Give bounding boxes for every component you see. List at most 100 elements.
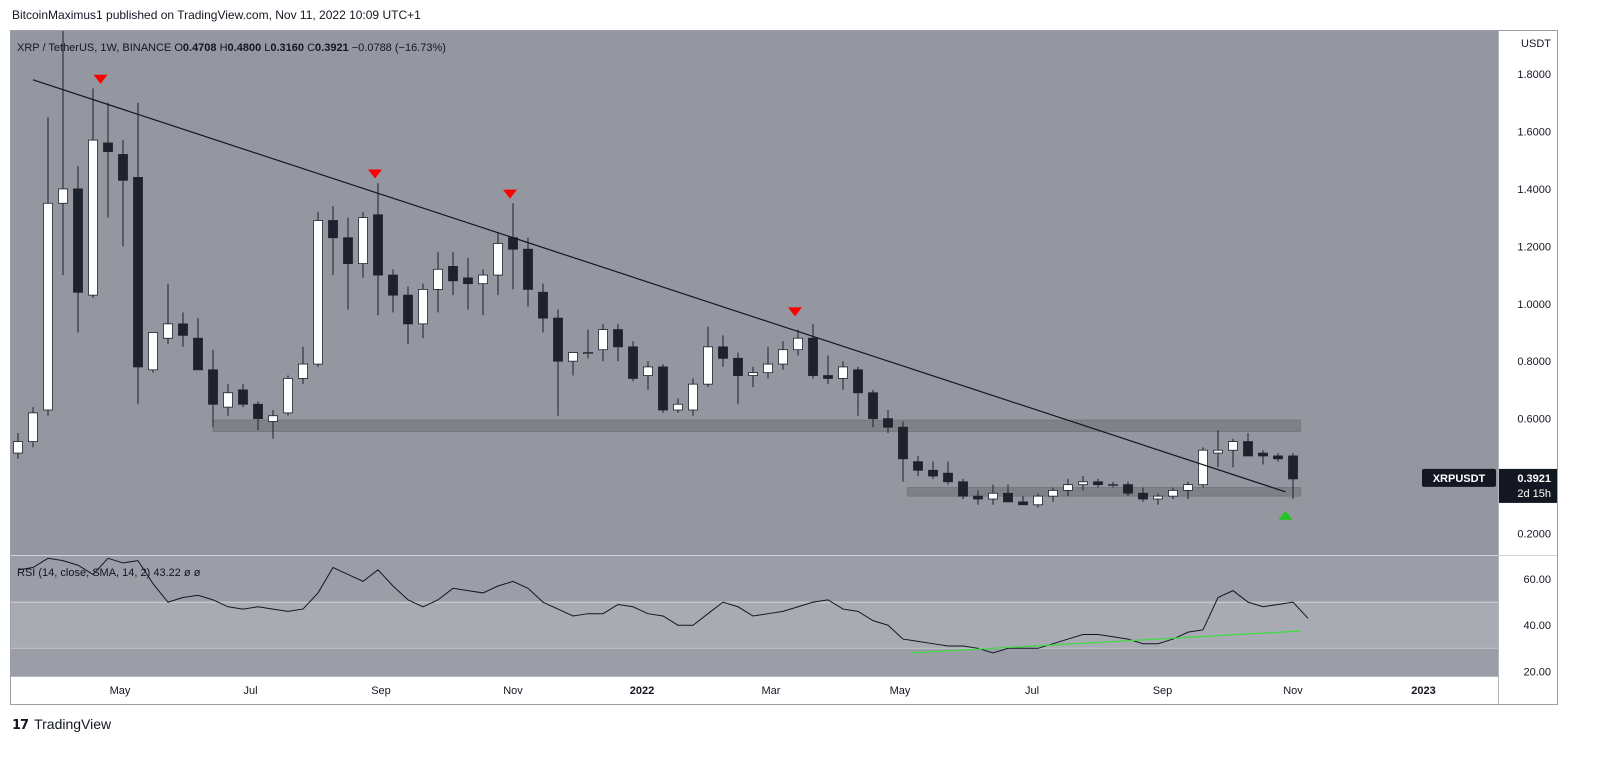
candle — [1228, 441, 1238, 451]
price-tick-label: 1.8000 — [1517, 69, 1551, 81]
candle — [403, 294, 413, 325]
candle — [598, 329, 608, 351]
tradingview-logo[interactable]: 17 TradingView — [12, 716, 111, 733]
candle — [943, 472, 953, 483]
candle — [703, 346, 713, 385]
candle — [1183, 484, 1193, 491]
candle — [553, 317, 563, 362]
price-axis — [1498, 31, 1557, 704]
candle — [1138, 492, 1148, 500]
candle — [103, 142, 113, 152]
candle — [208, 369, 218, 405]
candle — [253, 403, 263, 420]
support-zone-1 — [907, 487, 1301, 497]
candle — [1288, 455, 1298, 480]
candle — [328, 220, 338, 239]
rsi-tick-label: 60.00 — [1523, 574, 1551, 586]
candle — [193, 337, 203, 371]
rsi-tick-label: 40.00 — [1523, 620, 1551, 632]
candle — [28, 412, 38, 442]
candle — [388, 274, 398, 296]
candle — [433, 268, 443, 290]
candle — [1123, 484, 1133, 494]
candle — [73, 188, 83, 293]
legend-part: XRP / TetherUS, 1W, BINANCE — [17, 42, 174, 54]
price-legend: XRP / TetherUS, 1W, BINANCE O0.4708 H0.4… — [17, 42, 446, 54]
candle — [913, 461, 923, 471]
candle — [88, 139, 98, 296]
price-tick-label: 1.6000 — [1517, 126, 1551, 138]
time-tick-label: Jul — [1025, 685, 1039, 697]
price-pane — [11, 31, 1498, 555]
candle — [13, 441, 23, 454]
candle — [613, 329, 623, 348]
sell-marker-icon — [93, 74, 108, 84]
price-tag — [1499, 468, 1557, 503]
currency-label: USDT — [1521, 38, 1551, 50]
rsi-trendline — [910, 630, 1301, 654]
candle — [973, 495, 983, 500]
sell-marker-icon — [503, 189, 517, 199]
candle — [1033, 495, 1043, 506]
candle — [778, 349, 788, 365]
candle — [1198, 449, 1208, 486]
legend-part: L — [264, 42, 270, 54]
time-tick-label: Mar — [762, 685, 781, 697]
time-tick-label: Jul — [243, 685, 257, 697]
legend-part: 0.3921 — [315, 42, 352, 54]
descending-trendline — [32, 79, 1286, 493]
candle — [1243, 441, 1253, 457]
candle — [523, 248, 533, 290]
price-tick-label: 1.2000 — [1517, 241, 1551, 253]
candle — [343, 237, 353, 264]
candle — [478, 274, 488, 285]
candle — [1093, 481, 1103, 486]
candle — [1078, 481, 1088, 486]
tradingview-mark-icon: 17 — [12, 718, 29, 733]
candle — [463, 277, 473, 285]
candle — [178, 323, 188, 336]
candle — [733, 357, 743, 376]
symbol-tag — [1422, 468, 1496, 487]
candle — [808, 337, 818, 376]
candle — [1048, 489, 1058, 497]
candle — [313, 220, 323, 365]
candle — [898, 426, 908, 460]
candle — [508, 237, 518, 250]
candle — [793, 337, 803, 351]
candle — [1153, 495, 1163, 500]
candle — [1003, 492, 1013, 503]
candle — [1168, 489, 1178, 497]
legend-part: 0.4800 — [228, 42, 265, 54]
time-axis — [11, 676, 1498, 704]
candle — [643, 366, 653, 376]
candle — [298, 363, 308, 379]
candle — [418, 289, 428, 325]
candle — [1063, 484, 1073, 491]
candle — [868, 392, 878, 420]
candle — [583, 352, 593, 354]
candle — [748, 372, 758, 376]
support-zone-0 — [212, 419, 1301, 432]
publisher-caption: BitcoinMaximus1 published on TradingView… — [12, 8, 421, 22]
rsi-tick-label: 20.00 — [1523, 666, 1551, 678]
chart-canvas[interactable]: 1.8000 1.6000 1.4000 1.2000 1.0000 0.8000 0.60… — [11, 31, 1557, 704]
rsi-legend: RSI (14, close, SMA, 14, 2) 43.22 ø ø — [17, 567, 201, 579]
candle — [283, 378, 293, 414]
legend-part: 0.4708 — [183, 42, 220, 54]
candle — [928, 469, 938, 477]
candle — [358, 217, 368, 264]
candle — [883, 418, 893, 428]
price-tag-countdown: 2d 15h — [1517, 488, 1551, 500]
candle — [43, 202, 53, 411]
candle — [673, 403, 683, 411]
legend-part: C — [307, 42, 315, 54]
candle — [688, 383, 698, 411]
candle — [238, 389, 248, 405]
candle — [148, 332, 158, 371]
candle — [1213, 449, 1223, 454]
brand-name: TradingView — [34, 716, 112, 732]
candle — [823, 375, 833, 379]
chart-frame: 1.8000 1.6000 1.4000 1.2000 1.0000 0.8000 0.60… — [10, 30, 1558, 705]
candle — [838, 366, 848, 379]
